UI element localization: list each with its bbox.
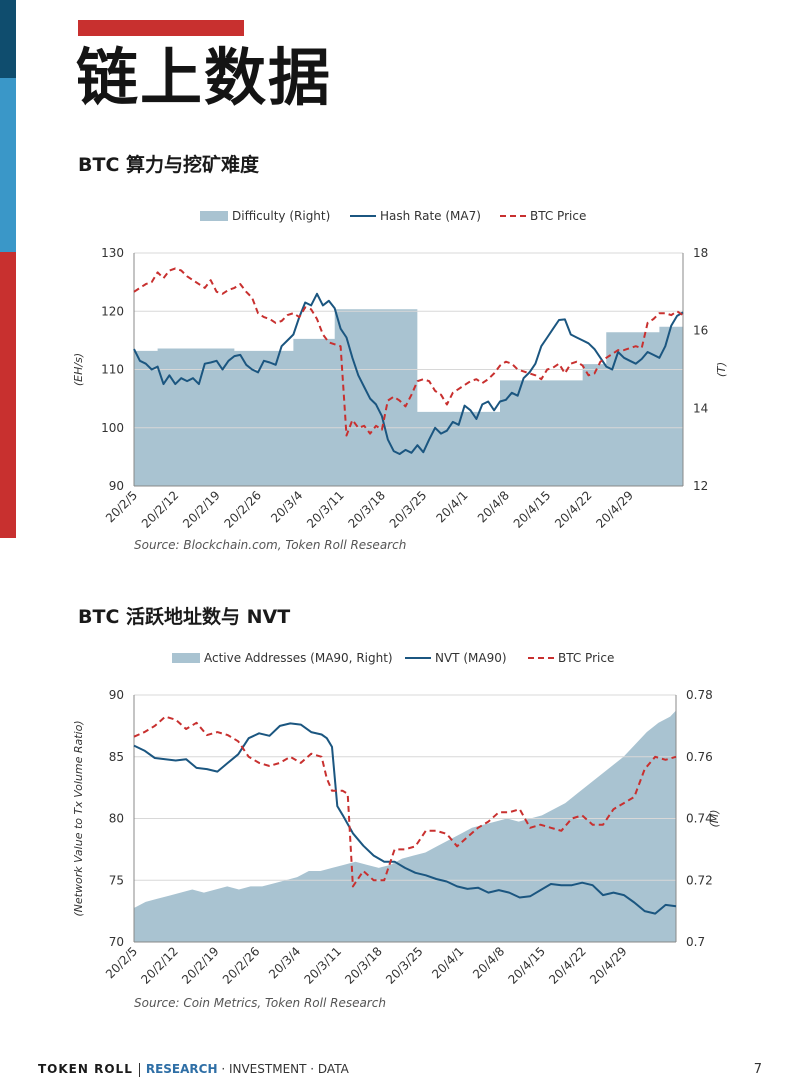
hash-rate-line	[133, 292, 684, 455]
active-addresses-nvt-chart: 70758085900.70.720.740.760.7820/2/520/2/…	[72, 651, 721, 987]
side-bar-navy	[0, 0, 16, 78]
x-tick-label: 20/4/1	[429, 944, 466, 981]
y-right-axis-label: (M)	[708, 809, 721, 827]
footer-rest: · INVESTMENT · DATA	[221, 1062, 349, 1076]
page-title: 链上数据	[76, 41, 333, 114]
x-tick-label: 20/4/22	[546, 944, 589, 987]
y-left-axis-label: (Network Value to Tx Volume Ratio)	[72, 720, 85, 916]
y-right-axis-label: (T)	[715, 362, 728, 377]
x-tick-label: 20/3/25	[383, 944, 426, 987]
x-tick-label: 20/3/18	[345, 488, 388, 531]
x-tick-label: 20/2/19	[179, 944, 222, 987]
footer-brand: TOKEN ROLL	[38, 1062, 133, 1076]
footer: TOKEN ROLL RESEARCH · INVESTMENT · DATA	[38, 1062, 349, 1077]
y-right-tick-label: 0.7	[686, 935, 705, 949]
side-bar-blue	[0, 78, 16, 252]
y-left-tick-label: 80	[109, 812, 124, 826]
hashrate-difficulty-chart: 901001101201301214161820/2/520/2/1220/2/…	[72, 209, 728, 531]
chart-1-source: Source: Blockchain.com, Token Roll Resea…	[134, 538, 407, 552]
legend-label-price: BTC Price	[558, 651, 614, 665]
legend-label-area: Active Addresses (MA90, Right)	[204, 651, 393, 665]
x-tick-label: 20/3/11	[301, 944, 344, 987]
x-tick-label: 20/3/18	[342, 944, 385, 987]
x-tick-label: 20/2/26	[221, 488, 264, 531]
y-right-tick-label: 0.78	[686, 688, 713, 702]
legend-label-area: Difficulty (Right)	[232, 209, 330, 223]
x-tick-label: 20/4/15	[505, 944, 548, 987]
x-tick-label: 20/2/12	[139, 488, 182, 531]
x-tick-label: 20/3/25	[387, 488, 430, 531]
x-tick-label: 20/4/8	[470, 944, 507, 981]
y-right-tick-label: 0.76	[686, 750, 713, 764]
x-tick-label: 20/3/4	[268, 488, 305, 525]
x-tick-label: 20/4/15	[511, 488, 554, 531]
y-right-tick-label: 0.72	[686, 873, 713, 887]
page-number: 7	[753, 1062, 762, 1077]
x-tick-label: 20/4/1	[433, 488, 470, 525]
y-right-tick-label: 16	[693, 324, 708, 338]
side-bar-red	[0, 252, 16, 538]
y-right-tick-label: 0.74	[686, 812, 713, 826]
x-tick-label: 20/3/4	[266, 944, 303, 981]
y-left-tick-label: 110	[101, 363, 124, 377]
x-tick-label: 20/2/12	[138, 944, 181, 987]
y-left-tick-label: 75	[109, 873, 124, 887]
y-left-tick-label: 90	[109, 479, 124, 493]
y-left-tick-label: 120	[101, 304, 124, 318]
chart-2-title: BTC 活跃地址数与 NVT	[78, 606, 291, 628]
y-right-tick-label: 14	[693, 401, 708, 415]
y-left-tick-label: 90	[109, 688, 124, 702]
x-tick-label: 20/2/19	[180, 488, 223, 531]
footer-separator	[138, 1062, 140, 1077]
x-tick-label: 20/2/26	[220, 944, 263, 987]
legend-swatch-area	[172, 653, 200, 663]
y-left-axis-label: (EH/s)	[72, 353, 85, 386]
y-left-tick-label: 85	[109, 750, 124, 764]
y-left-tick-label: 70	[109, 935, 124, 949]
chart-2-source: Source: Coin Metrics, Token Roll Researc…	[134, 996, 386, 1010]
active-addresses-area	[134, 710, 676, 942]
y-left-tick-label: 100	[101, 421, 124, 435]
x-tick-label: 20/4/22	[552, 488, 595, 531]
nvt-line	[133, 722, 677, 915]
y-right-tick-label: 18	[693, 246, 708, 260]
legend-swatch-area	[200, 211, 228, 221]
y-right-tick-label: 12	[693, 479, 708, 493]
x-tick-label: 20/2/5	[103, 944, 140, 981]
btc-price-line	[133, 715, 677, 888]
y-left-tick-label: 130	[101, 246, 124, 260]
difficulty-area	[134, 309, 683, 486]
x-tick-label: 20/4/29	[593, 488, 636, 531]
chart-1-title: BTC 算力与挖矿难度	[78, 154, 260, 176]
legend-label-price: BTC Price	[530, 209, 586, 223]
x-tick-label: 20/3/11	[304, 488, 347, 531]
x-tick-label: 20/4/8	[475, 488, 512, 525]
footer-research: RESEARCH	[145, 1062, 218, 1076]
btc-price-line	[133, 267, 684, 437]
x-tick-label: 20/4/29	[587, 944, 630, 987]
title-accent-bar	[78, 20, 244, 36]
legend-label-line: Hash Rate (MA7)	[380, 209, 481, 223]
x-tick-label: 20/2/5	[103, 488, 140, 525]
legend-label-line: NVT (MA90)	[435, 651, 507, 665]
